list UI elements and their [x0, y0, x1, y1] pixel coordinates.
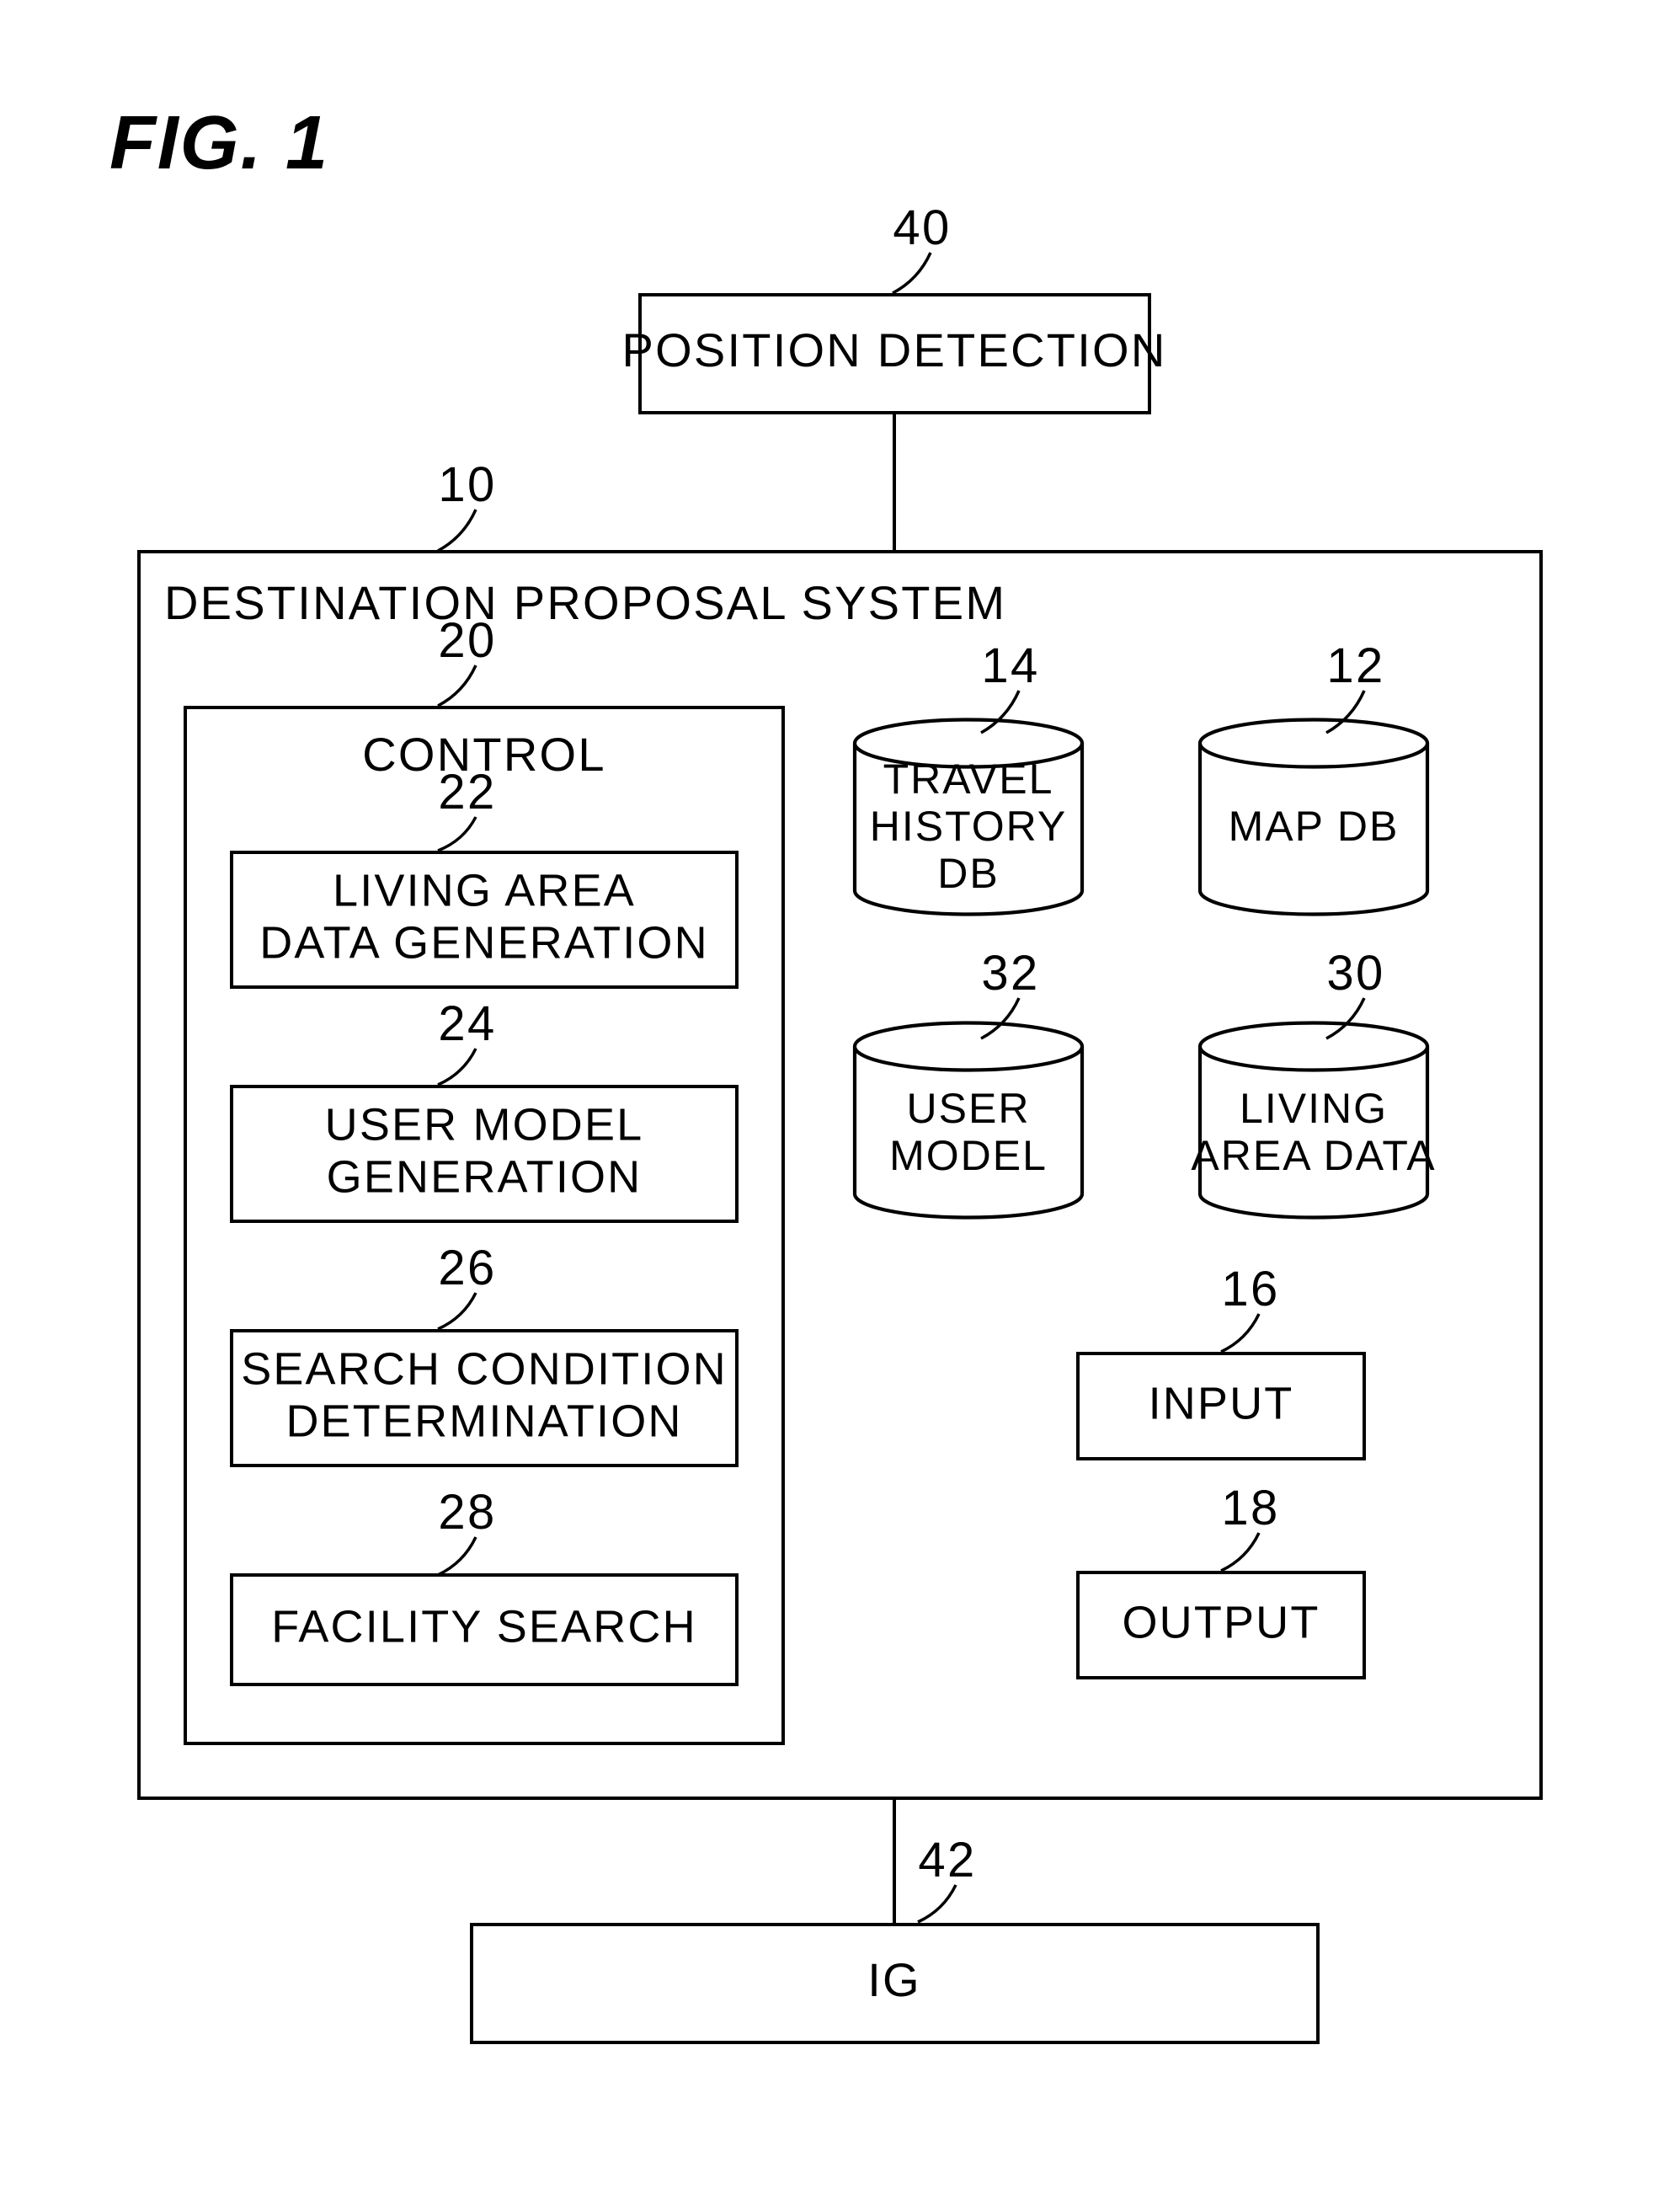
ref-42: 42 [918, 1833, 976, 1887]
ref-30: 30 [1326, 946, 1384, 1001]
svg-text:INPUT: INPUT [1149, 1378, 1294, 1428]
svg-text:POSITION DETECTION: POSITION DETECTION [621, 323, 1166, 376]
svg-text:DATA GENERATION: DATA GENERATION [259, 917, 708, 968]
system-title: DESTINATION PROPOSAL SYSTEM [164, 576, 1006, 629]
svg-text:HISTORY: HISTORY [870, 803, 1067, 850]
figure-title: FIG. 1 [109, 101, 329, 185]
ref-16: 16 [1221, 1262, 1279, 1316]
svg-text:USER: USER [907, 1085, 1031, 1132]
ref-14: 14 [981, 638, 1039, 693]
svg-text:MAP DB: MAP DB [1229, 803, 1400, 850]
svg-text:TRAVEL: TRAVEL [883, 755, 1054, 803]
ref-28: 28 [438, 1485, 496, 1540]
svg-text:LIVING: LIVING [1240, 1085, 1388, 1132]
svg-text:USER MODEL: USER MODEL [325, 1099, 644, 1150]
svg-text:SEARCH CONDITION: SEARCH CONDITION [241, 1343, 728, 1394]
svg-text:MODEL: MODEL [889, 1132, 1048, 1179]
ref-12: 12 [1326, 638, 1384, 693]
ref-24: 24 [438, 996, 496, 1051]
ref-10: 10 [438, 457, 496, 512]
svg-text:DB: DB [937, 850, 999, 897]
svg-text:IG: IG [867, 1953, 921, 2006]
svg-text:OUTPUT: OUTPUT [1123, 1597, 1320, 1647]
ref-18: 18 [1221, 1481, 1279, 1535]
svg-text:FACILITY SEARCH: FACILITY SEARCH [271, 1601, 697, 1652]
ref-40: 40 [893, 200, 951, 255]
ref-32: 32 [981, 946, 1039, 1001]
svg-text:AREA DATA: AREA DATA [1191, 1132, 1436, 1179]
svg-text:CONTROL: CONTROL [362, 728, 605, 781]
svg-text:DETERMINATION: DETERMINATION [285, 1396, 682, 1446]
svg-text:LIVING AREA: LIVING AREA [333, 865, 636, 916]
ref-26: 26 [438, 1241, 496, 1295]
svg-text:GENERATION: GENERATION [327, 1151, 643, 1202]
